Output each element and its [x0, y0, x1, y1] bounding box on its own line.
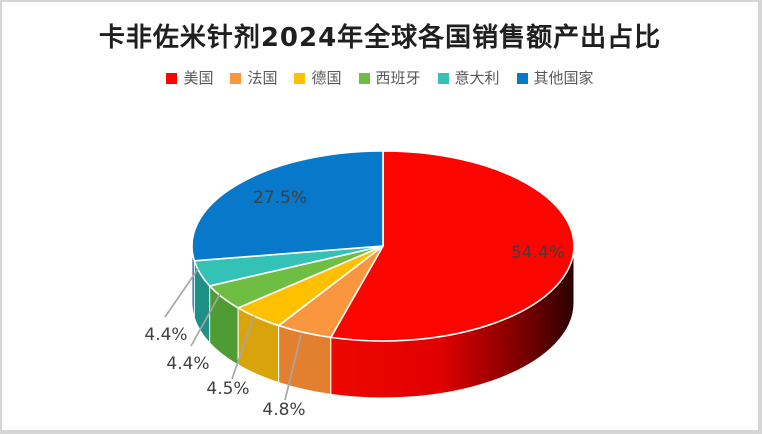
data-label-usa: 54.4% — [511, 243, 565, 263]
legend-swatch-germany — [294, 73, 306, 84]
legend-item-spain: 西班牙 — [358, 69, 421, 87]
legend-swatch-italy — [437, 73, 449, 84]
data-label-other-countries: 27.5% — [253, 188, 307, 208]
legend-label-italy: 意大利 — [454, 69, 500, 87]
data-label-germany: 4.5% — [206, 379, 249, 399]
pie-slice-other-countries — [191, 150, 384, 262]
legend-label-france: 法国 — [247, 69, 278, 87]
legend-item-italy: 意大利 — [437, 69, 500, 87]
legend-swatch-spain — [358, 73, 370, 84]
legend-label-germany: 德国 — [311, 69, 342, 87]
legend-item-usa: 美国 — [166, 71, 213, 86]
legend-item-france: 法国 — [230, 71, 277, 86]
leader-line-germany — [231, 315, 255, 380]
data-label-france: 4.8% — [262, 400, 305, 420]
legend-label-spain: 西班牙 — [375, 69, 421, 87]
legend-swatch-other-countries — [516, 73, 528, 84]
data-label-italy: 4.4% — [144, 325, 187, 345]
data-label-spain: 4.4% — [166, 354, 209, 374]
legend-swatch-france — [230, 73, 242, 84]
legend-label-usa: 美国 — [183, 69, 214, 87]
pie-slice-usa — [330, 150, 575, 342]
legend-swatch-usa — [166, 73, 178, 84]
chart-legend: 美国 法国 德国 西班牙 意大利 其他国家 — [2, 71, 758, 86]
chart-title: 卡非佐米针剂2024年全球各国销售额产出占比 — [98, 23, 662, 53]
legend-label-other-countries: 其他国家 — [533, 69, 594, 87]
legend-item-germany: 德国 — [294, 69, 342, 87]
leader-line-italy — [164, 268, 199, 318]
leader-line-france — [284, 334, 302, 401]
legend-item-other-countries: 其他国家 — [516, 69, 594, 87]
leader-line-spain — [190, 293, 221, 347]
